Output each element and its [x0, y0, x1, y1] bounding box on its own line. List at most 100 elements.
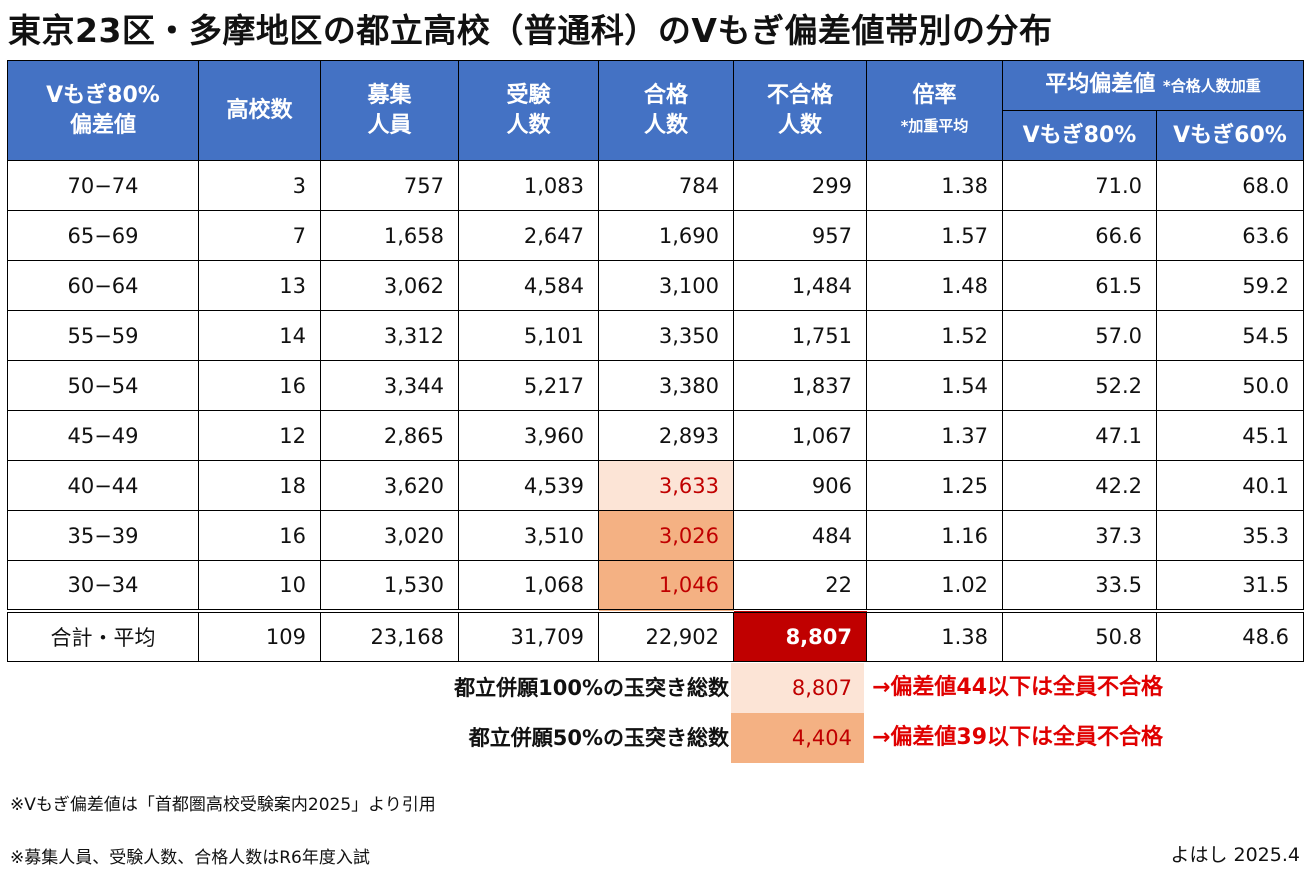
total-row: 合計・平均 109 23,168 31,709 22,902 8,807 1.3… [7, 608, 1305, 662]
cell-ratio: 1.52 [866, 310, 1003, 361]
cell-failed: 484 [733, 510, 867, 561]
cell-capacity: 3,620 [320, 460, 459, 511]
cell-applicants: 2,647 [458, 210, 599, 261]
summary-note: →偏差値39以下は全員不合格 [872, 725, 1164, 750]
cell-band: 55−59 [7, 310, 199, 361]
header-band-line1: Vもぎ80% [46, 82, 160, 108]
cell-schools: 3 [198, 160, 321, 211]
distribution-table: Vもぎ80% 偏差値 高校数 募集 人員 受験 人数 合格 人数 不合格 人数 … [7, 60, 1305, 662]
cell-band: 30−34 [7, 560, 199, 611]
source-note: ※Vもぎ偏差値は「首都圏高校受験案内2025」より引用 [10, 795, 436, 815]
cell-band: 65−69 [7, 210, 199, 261]
cell-total-passed: 22,902 [598, 608, 734, 662]
header-schools: 高校数 [198, 60, 321, 161]
summary-note: →偏差値44以下は全員不合格 [872, 675, 1164, 700]
summary-label: 都立併願50%の玉突き総数 [468, 726, 729, 750]
header-avg: 平均偏差値 *合格人数加重 [1001, 60, 1305, 111]
cell-failed: 1,837 [733, 360, 867, 411]
summary-value: 4,404 [731, 713, 864, 763]
cell-capacity: 1,658 [320, 210, 459, 261]
cell-capacity: 3,312 [320, 310, 459, 361]
author-signature: よはし 2025.4 [1170, 844, 1300, 866]
header-passed-line2: 人数 [643, 112, 688, 138]
cell-failed: 299 [733, 160, 867, 211]
cell-capacity: 3,062 [320, 260, 459, 311]
table-row: 65−69 7 1,658 2,647 1,690 957 1.57 66.6 … [7, 210, 1305, 261]
cell-avg-v60: 40.1 [1155, 460, 1305, 511]
header-failed-line1: 不合格 [766, 82, 833, 108]
cell-passed: 2,893 [598, 410, 734, 461]
cell-ratio: 1.16 [866, 510, 1003, 561]
cell-avg-v60: 68.0 [1155, 160, 1305, 211]
cell-applicants: 5,217 [458, 360, 599, 411]
cell-capacity: 3,344 [320, 360, 459, 411]
header-capacity-line2: 人員 [367, 112, 412, 138]
cell-avg-v60: 31.5 [1155, 560, 1305, 611]
cell-avg-v80: 66.6 [1002, 210, 1157, 261]
cell-failed: 1,751 [733, 310, 867, 361]
cell-applicants: 4,539 [458, 460, 599, 511]
cell-avg-v80: 71.0 [1002, 160, 1157, 211]
table-row: 35−39 16 3,020 3,510 3,026 484 1.16 37.3… [7, 510, 1305, 561]
cell-applicants: 5,101 [458, 310, 599, 361]
cell-avg-v60: 63.6 [1155, 210, 1305, 261]
cell-avg-v60: 54.5 [1155, 310, 1305, 361]
cell-schools: 16 [198, 510, 321, 561]
table-row: 30−34 10 1,530 1,068 1,046 22 1.02 33.5 … [7, 560, 1305, 611]
summary-label: 都立併願100%の玉突き総数 [454, 676, 729, 700]
cell-avg-v80: 61.5 [1002, 260, 1157, 311]
cell-schools: 13 [198, 260, 321, 311]
header-failed-line2: 人数 [777, 112, 822, 138]
cell-avg-v60: 45.1 [1155, 410, 1305, 461]
cell-passed: 3,350 [598, 310, 734, 361]
header-applicants-line2: 人数 [506, 112, 551, 138]
cell-band: 60−64 [7, 260, 199, 311]
cell-band: 50−54 [7, 360, 199, 411]
cell-applicants: 1,083 [458, 160, 599, 211]
summary-value: 8,807 [731, 663, 864, 713]
cell-failed: 1,484 [733, 260, 867, 311]
header-applicants-line1: 受験 [506, 82, 551, 108]
summary-row-50: 都立併願50%の玉突き総数 4,404 →偏差値39以下は全員不合格 [0, 713, 1310, 763]
cell-ratio: 1.54 [866, 360, 1003, 411]
cell-passed: 3,100 [598, 260, 734, 311]
page-title: 東京23区・多摩地区の都立高校（普通科）のVもぎ偏差値帯別の分布 [8, 11, 1053, 50]
cell-ratio: 1.37 [866, 410, 1003, 461]
cell-avg-v80: 33.5 [1002, 560, 1157, 611]
header-band: Vもぎ80% 偏差値 [7, 60, 199, 161]
cell-avg-v60: 35.3 [1155, 510, 1305, 561]
cell-capacity: 3,020 [320, 510, 459, 561]
header-capacity: 募集 人員 [320, 60, 459, 161]
header-failed: 不合格 人数 [733, 60, 867, 161]
header-ratio-line1: 倍率 [912, 82, 957, 108]
table-row: 60−64 13 3,062 4,584 3,100 1,484 1.48 61… [7, 260, 1305, 311]
cell-capacity: 2,865 [320, 410, 459, 461]
cell-schools: 12 [198, 410, 321, 461]
cell-avg-v80: 47.1 [1002, 410, 1157, 461]
cell-passed: 784 [598, 160, 734, 211]
cell-avg-v80: 57.0 [1002, 310, 1157, 361]
header-row: Vもぎ80% 偏差値 高校数 募集 人員 受験 人数 合格 人数 不合格 人数 … [7, 60, 1305, 161]
table-row: 40−44 18 3,620 4,539 3,633 906 1.25 42.2… [7, 460, 1305, 511]
cell-band: 35−39 [7, 510, 199, 561]
table-row: 50−54 16 3,344 5,217 3,380 1,837 1.54 52… [7, 360, 1305, 411]
cell-applicants: 4,584 [458, 260, 599, 311]
header-avg-v60: Vもぎ60% [1155, 110, 1305, 161]
header-passed-line1: 合格 [643, 82, 688, 108]
cell-total-ratio: 1.38 [866, 608, 1003, 662]
cell-passed: 1,690 [598, 210, 734, 261]
cell-total-applicants: 31,709 [458, 608, 599, 662]
cell-failed: 906 [733, 460, 867, 511]
cell-ratio: 1.57 [866, 210, 1003, 261]
header-ratio-line2: *加重平均 [900, 116, 969, 135]
table-row: 55−59 14 3,312 5,101 3,350 1,751 1.52 57… [7, 310, 1305, 361]
cell-passed-highlight: 3,026 [598, 510, 734, 561]
header-ratio: 倍率 *加重平均 [866, 60, 1003, 161]
cell-failed: 1,067 [733, 410, 867, 461]
cell-schools: 7 [198, 210, 321, 261]
cell-applicants: 1,068 [458, 560, 599, 611]
cell-band: 45−49 [7, 410, 199, 461]
header-passed: 合格 人数 [598, 60, 734, 161]
header-capacity-line1: 募集 [367, 82, 412, 108]
cell-ratio: 1.38 [866, 160, 1003, 211]
